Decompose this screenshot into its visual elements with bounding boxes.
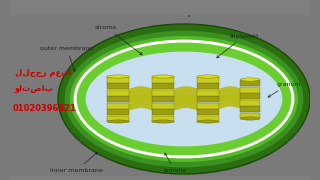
Bar <box>10 176 310 180</box>
Ellipse shape <box>74 40 294 158</box>
Ellipse shape <box>65 31 303 167</box>
Bar <box>107 109 129 115</box>
Ellipse shape <box>76 43 292 155</box>
Bar <box>197 96 219 102</box>
Bar <box>10 0 310 15</box>
Text: 01020396821: 01020396821 <box>13 103 77 112</box>
Bar <box>152 109 174 115</box>
Ellipse shape <box>107 120 129 123</box>
Bar <box>152 84 174 89</box>
Bar <box>107 96 129 102</box>
Ellipse shape <box>240 78 260 81</box>
Ellipse shape <box>107 75 129 78</box>
Bar <box>152 116 174 122</box>
Bar <box>197 77 219 83</box>
Bar <box>197 90 219 96</box>
Bar <box>240 80 260 86</box>
Bar <box>240 93 260 99</box>
Bar <box>240 106 260 112</box>
Text: outer membrane: outer membrane <box>40 46 93 72</box>
Bar <box>152 77 174 83</box>
Ellipse shape <box>240 117 260 120</box>
Ellipse shape <box>86 52 283 146</box>
Bar <box>197 103 219 109</box>
Text: thylakoid: thylakoid <box>217 33 259 58</box>
Bar <box>107 116 129 122</box>
Ellipse shape <box>152 120 174 123</box>
Bar <box>197 84 219 89</box>
Text: granum: granum <box>268 82 301 97</box>
Ellipse shape <box>152 75 174 78</box>
Ellipse shape <box>70 36 298 162</box>
Text: للحجز معنا: للحجز معنا <box>14 68 71 76</box>
Text: lamella: lamella <box>164 153 187 174</box>
Bar <box>152 96 174 102</box>
Bar <box>107 84 129 89</box>
Ellipse shape <box>197 120 219 123</box>
Text: The Chloroplast: The Chloroplast <box>140 8 211 17</box>
Ellipse shape <box>197 75 219 78</box>
Text: واتصاب: واتصاب <box>14 84 53 93</box>
Bar <box>107 103 129 109</box>
Bar <box>152 103 174 109</box>
Bar <box>152 90 174 96</box>
Bar <box>197 116 219 122</box>
Bar <box>240 112 260 118</box>
Bar <box>107 90 129 96</box>
Bar <box>197 109 219 115</box>
Bar <box>107 77 129 83</box>
Ellipse shape <box>58 24 310 174</box>
Bar <box>240 100 260 105</box>
Text: stroma: stroma <box>95 24 142 55</box>
Text: inner membrane: inner membrane <box>50 152 102 174</box>
Bar <box>240 87 260 93</box>
